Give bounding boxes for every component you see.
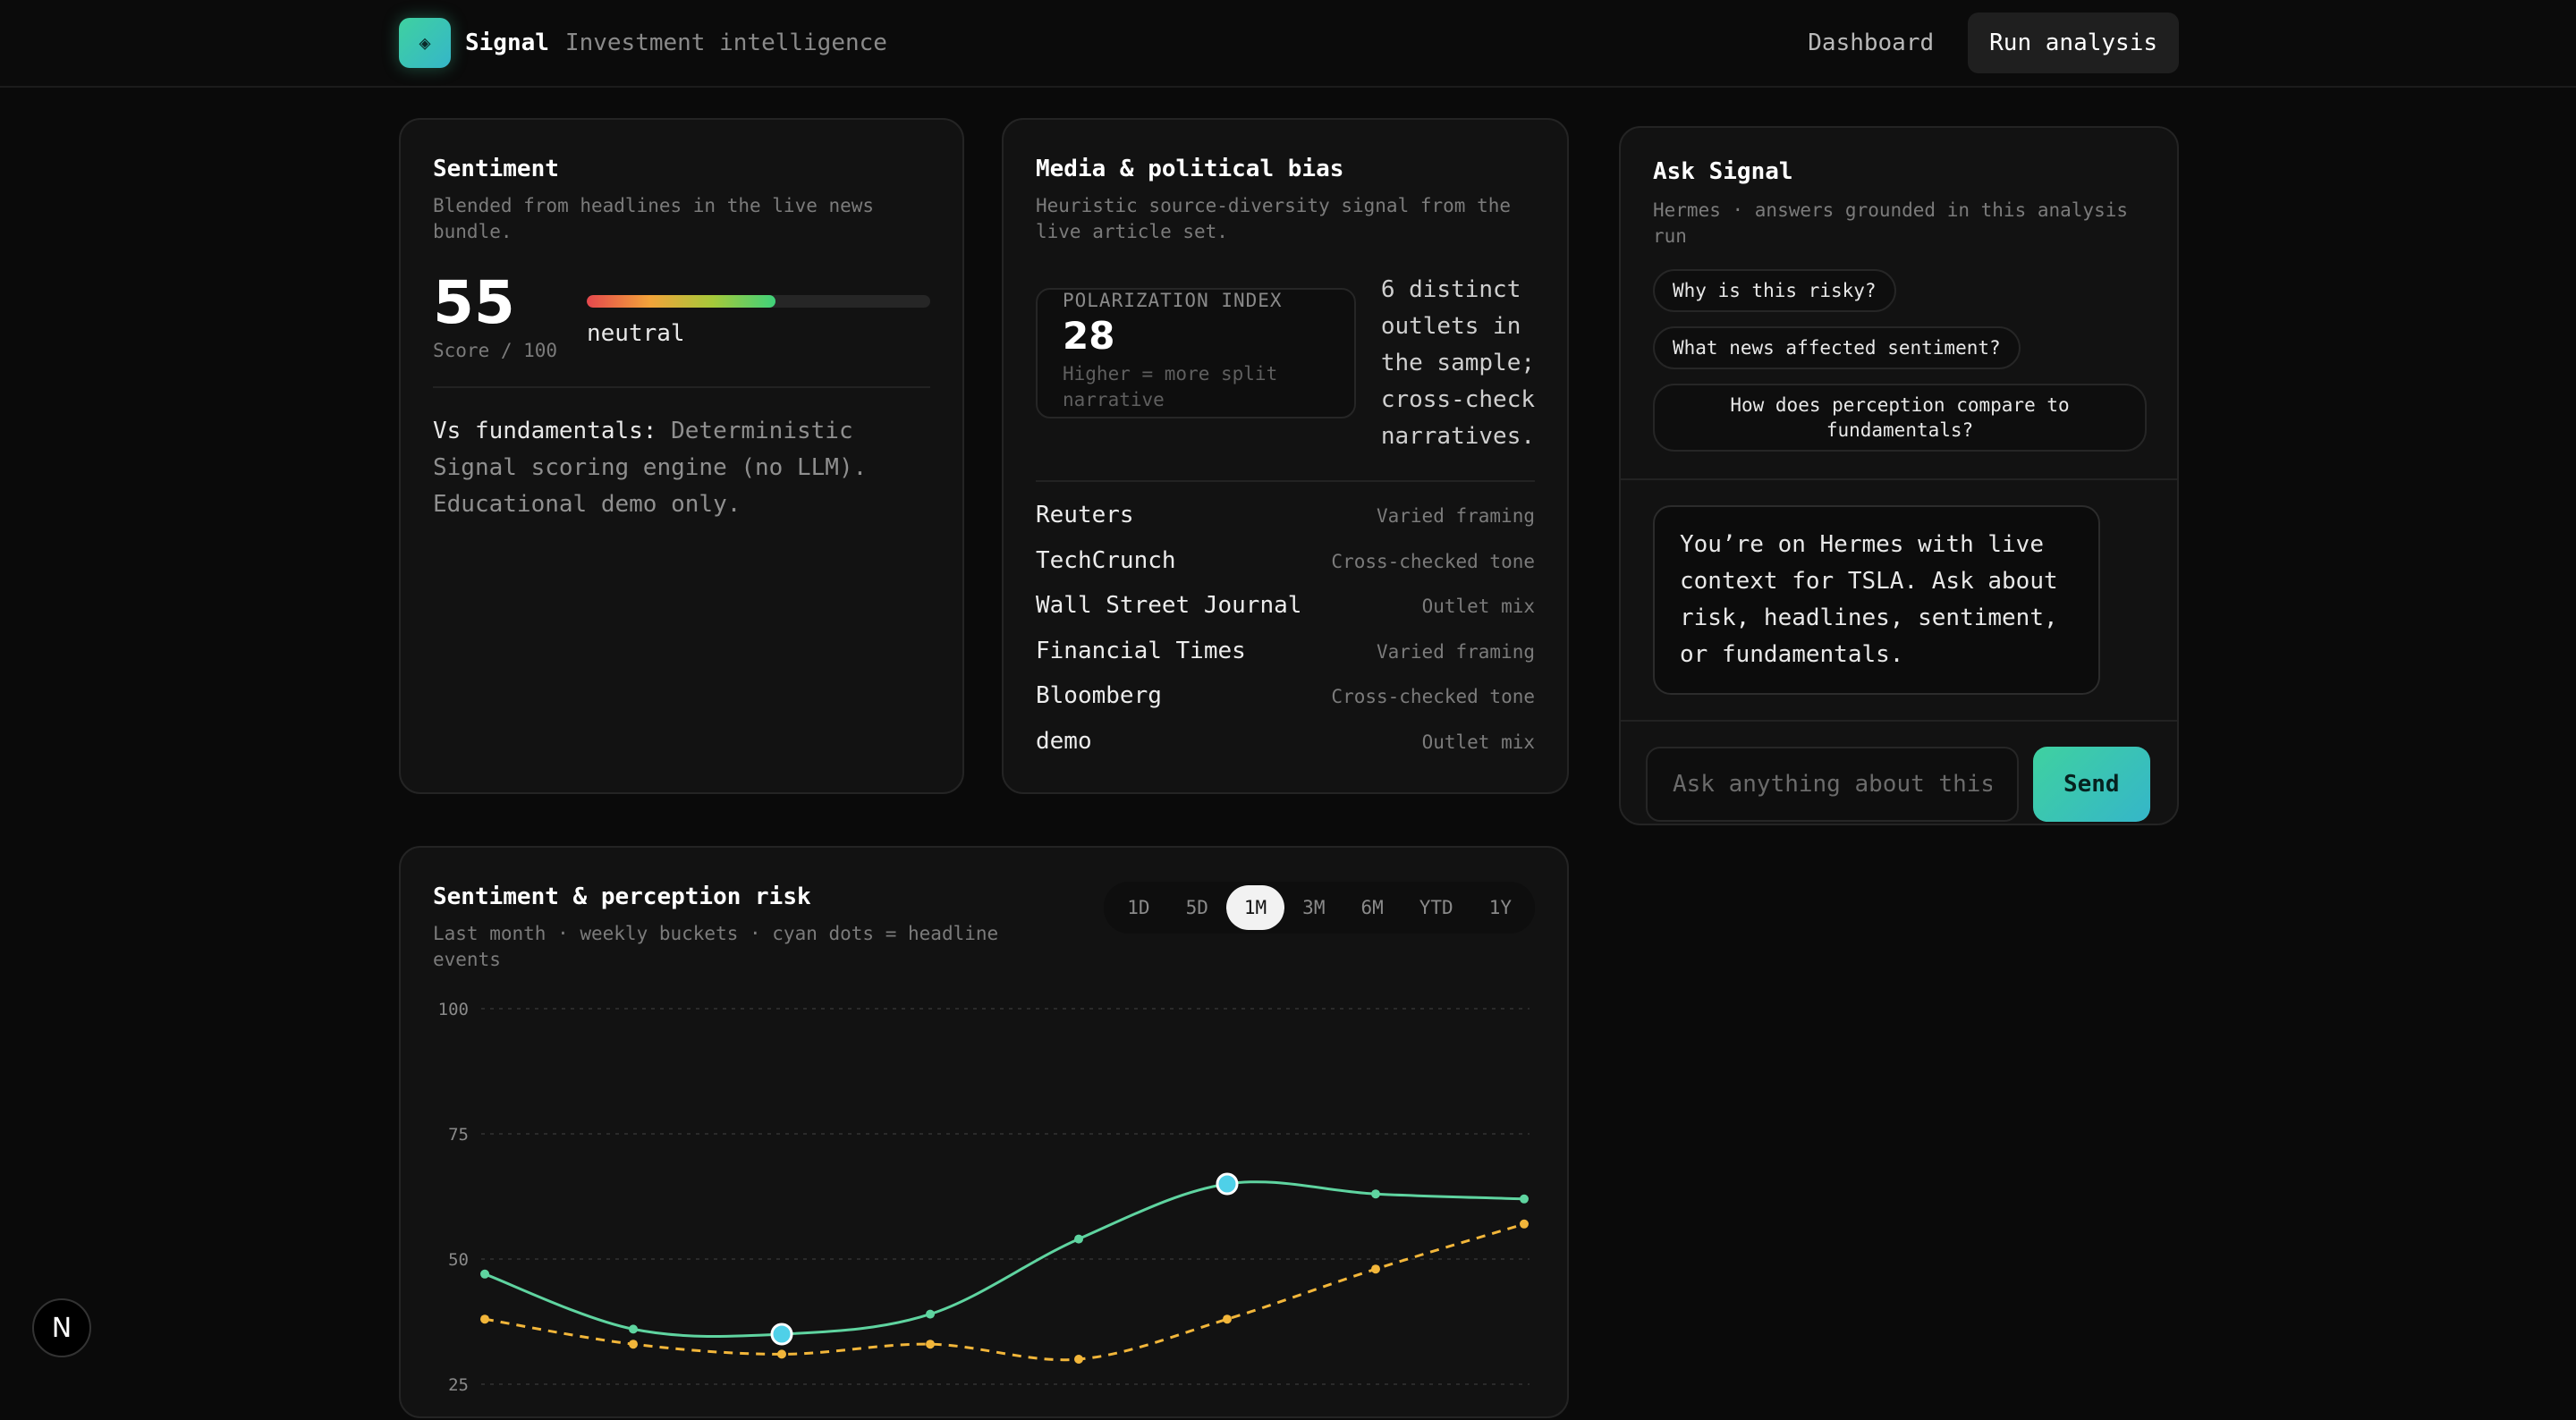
- data-point: [629, 1340, 638, 1349]
- outlet-row: demo Outlet mix: [1036, 728, 1535, 773]
- ask-input[interactable]: [1646, 747, 2019, 822]
- score-label: Score / 100: [433, 340, 558, 361]
- media-bias-card: Media & political bias Heuristic source-…: [1002, 118, 1569, 794]
- outlet-name: demo: [1036, 727, 1092, 755]
- data-point: [1074, 1355, 1083, 1364]
- sentiment-meter: [587, 295, 930, 308]
- outlet-name: Wall Street Journal: [1036, 592, 1302, 619]
- range-tab-1m[interactable]: 1M: [1225, 885, 1285, 930]
- data-point: [926, 1309, 935, 1319]
- data-point: [1371, 1189, 1380, 1199]
- outlet-name: Financial Times: [1036, 637, 1246, 664]
- sentiment-score: 55: [433, 268, 515, 337]
- outlet-row: Financial Times Varied framing: [1036, 638, 1535, 683]
- nav-dashboard-link[interactable]: Dashboard: [1808, 30, 1935, 56]
- sentiment-chart: 100 75 50 25: [438, 1000, 1530, 1395]
- range-tab-6m[interactable]: 6M: [1360, 897, 1384, 918]
- outlet-name: Reuters: [1036, 502, 1134, 528]
- vs-fundamentals-text: Deterministic Signal scoring engine (no …: [433, 418, 868, 518]
- data-point: [1223, 1314, 1232, 1324]
- outlet-name: TechCrunch: [1036, 546, 1176, 574]
- outlet-tag: Varied framing: [1376, 505, 1535, 527]
- divider: [1036, 480, 1535, 482]
- bias-row: POLARIZATION INDEX 28 Higher = more spli…: [1036, 272, 1535, 455]
- chart-subtitle: Last month · weekly buckets · cyan dots …: [433, 923, 999, 970]
- outlets-note: 6 distinct outlets in the sample; cross-…: [1380, 276, 1535, 450]
- outlet-tag: Varied framing: [1376, 640, 1535, 663]
- brand-tagline: Investment intelligence: [564, 30, 887, 56]
- data-point: [480, 1314, 489, 1324]
- data-point: [480, 1269, 489, 1279]
- divider: [1621, 478, 2177, 480]
- polarization-value: 28: [1063, 314, 1115, 358]
- polarization-box: POLARIZATION INDEX 28 Higher = more spli…: [1036, 288, 1356, 418]
- range-tab-1y[interactable]: 1Y: [1488, 897, 1512, 918]
- score-row: 55 Score / 100 neutral: [433, 272, 930, 361]
- headline-event-dot: [770, 1323, 793, 1346]
- suggestion-chips: Why is this risky? What news affected se…: [1653, 269, 2147, 452]
- outlet-tag: Cross-checked tone: [1331, 686, 1535, 707]
- suggestion-chip-perception[interactable]: How does perception compare to fundament…: [1653, 384, 2147, 452]
- ask-signal-card: Ask Signal Hermes · answers grounded in …: [1619, 126, 2179, 825]
- polarization-hint: Higher = more split narrative: [1063, 363, 1278, 410]
- range-tab-5d[interactable]: 5D: [1185, 897, 1208, 918]
- outlet-tag: Outlet mix: [1421, 731, 1535, 753]
- polarization-label: POLARIZATION INDEX: [1063, 290, 1283, 311]
- range-tab-ytd[interactable]: YTD: [1419, 897, 1453, 918]
- brand-name: Signal: [465, 30, 549, 56]
- vs-fundamentals: Vs fundamentals: Deterministic Signal sc…: [433, 413, 930, 523]
- media-subtitle: Heuristic source-diversity signal from t…: [1036, 195, 1512, 242]
- outlet-list: Reuters Varied framing TechCrunch Cross-ch…: [1036, 502, 1535, 773]
- data-point: [1074, 1234, 1083, 1244]
- outlet-row: TechCrunch Cross-checked tone: [1036, 547, 1535, 593]
- vs-fundamentals-label: Vs fundamentals:: [433, 418, 657, 444]
- y-tick-label: 50: [448, 1250, 469, 1270]
- data-point: [1371, 1264, 1380, 1274]
- brand[interactable]: ◈ Signal Investment intelligence: [399, 18, 887, 68]
- y-tick-label: 25: [448, 1375, 469, 1395]
- data-point: [629, 1324, 638, 1334]
- sentiment-series-line: [484, 1180, 1525, 1339]
- y-tick-label: 75: [448, 1125, 469, 1145]
- data-point: [1520, 1194, 1529, 1204]
- outlet-tag: Cross-checked tone: [1331, 550, 1535, 572]
- sentiment-card: Sentiment Blended from headlines in the …: [399, 118, 964, 794]
- range-tab-3m[interactable]: 3M: [1302, 897, 1326, 918]
- assistant-message: You’re on Hermes with live context for T…: [1653, 505, 2100, 695]
- outlet-tag: Outlet mix: [1421, 596, 1535, 617]
- top-nav: Dashboard Run analysis: [1786, 13, 2179, 73]
- ask-title: Ask Signal: [1653, 158, 1793, 185]
- chart-title: Sentiment & perception risk: [433, 883, 811, 910]
- sentiment-label: neutral: [587, 320, 685, 347]
- range-tab-1d[interactable]: 1D: [1127, 897, 1150, 918]
- sentiment-title: Sentiment: [433, 156, 559, 182]
- ask-subtitle: Hermes · answers grounded in this analys…: [1653, 199, 2129, 247]
- perception-risk-series-line: [484, 1222, 1525, 1362]
- sentiment-chart-card: 100 75 50 25 Sentiment & perception risk La…: [399, 846, 1569, 1418]
- media-title: Media & political bias: [1036, 156, 1344, 182]
- sentiment-meter-fill: [587, 295, 776, 308]
- outlet-row: Bloomberg Cross-checked tone: [1036, 682, 1535, 728]
- outlet-row: Reuters Varied framing: [1036, 502, 1535, 547]
- data-point: [926, 1340, 935, 1349]
- diamond-icon: ◈: [399, 18, 451, 68]
- ask-input-row: Send: [1621, 722, 2177, 822]
- top-bar: ◈ Signal Investment intelligence Dashboa…: [0, 0, 2576, 88]
- run-analysis-button[interactable]: Run analysis: [1968, 13, 2179, 73]
- divider: [433, 386, 930, 388]
- outlet-row: Wall Street Journal Outlet mix: [1036, 592, 1535, 638]
- range-tabs: 1D 5D 1M 3M 6M YTD 1Y: [1104, 882, 1535, 934]
- data-point: [1520, 1219, 1529, 1229]
- data-point: [777, 1349, 786, 1359]
- send-button[interactable]: Send: [2032, 747, 2150, 822]
- suggestion-chip-news[interactable]: What news affected sentiment?: [1653, 326, 2021, 369]
- headline-event-dot: [1216, 1172, 1239, 1196]
- sentiment-subtitle: Blended from headlines in the live news …: [433, 195, 875, 242]
- outlet-name: Bloomberg: [1036, 682, 1162, 709]
- next-dev-badge[interactable]: N: [32, 1298, 91, 1357]
- suggestion-chip-risky[interactable]: Why is this risky?: [1653, 269, 1896, 312]
- divider: [1621, 720, 2177, 722]
- y-tick-label: 100: [438, 1000, 469, 1019]
